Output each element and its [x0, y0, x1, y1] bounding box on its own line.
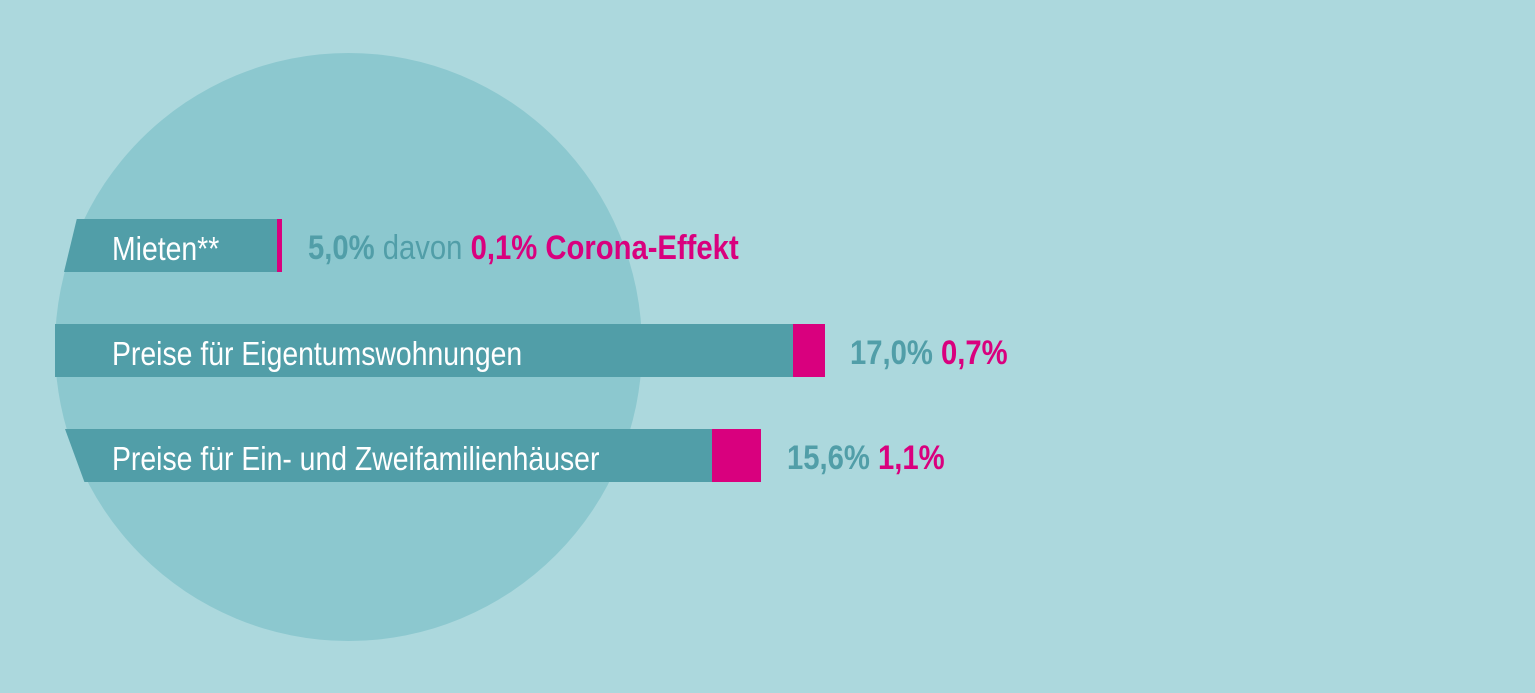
bar-eigentumswohnungen: [0, 324, 830, 377]
bar-einfamilienhaeuser-total: [65, 429, 712, 482]
label-eigentumswohnungen: Preise für Eigentumswohnungen: [112, 335, 523, 372]
bar-mieten: [0, 219, 300, 272]
value-eigentumswohnungen-corona: 0,7%: [941, 334, 1008, 372]
bar-einfamilienhaeuser-corona: [712, 429, 761, 482]
value-eigentumswohnungen-total: 17,0%: [850, 334, 933, 372]
value-mieten-total: 5,0%: [308, 229, 375, 267]
label-mieten: Mieten**: [112, 230, 220, 267]
corona-effekt-legend: Corona-Effekt: [545, 229, 739, 267]
value-einfamilienhaeuser-total: 15,6%: [787, 439, 870, 477]
values-eigentumswohnungen: 17,0% 0,7%: [850, 327, 1008, 380]
bar-mieten-total: [64, 219, 277, 272]
bar-mieten-corona: [277, 219, 282, 272]
value-mieten-connector: davon: [382, 229, 463, 267]
values-mieten: 5,0% davon 0,1% Corona-Effekt: [308, 222, 739, 275]
value-einfamilienhaeuser-corona: 1,1%: [878, 439, 945, 477]
value-mieten-corona: 0,1%: [470, 229, 538, 267]
bar-eigentumswohnungen-corona: [793, 324, 825, 377]
bar-eigentumswohnungen-total: [55, 324, 793, 377]
values-einfamilienhaeuser: 15,6% 1,1%: [787, 432, 945, 485]
label-einfamilienhaeuser: Preise für Ein- und Zweifamilienhäuser: [112, 440, 600, 477]
bar-einfamilienhaeuser: [0, 429, 770, 482]
